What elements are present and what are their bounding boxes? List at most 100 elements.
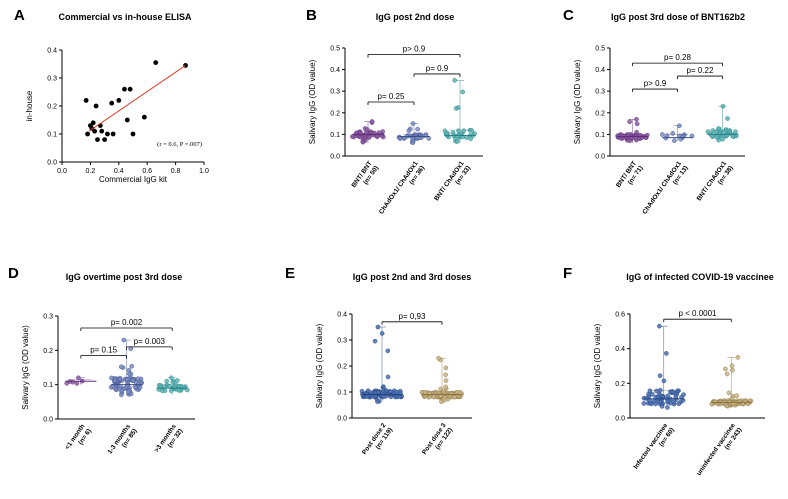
category-label: >3 months(n= 32): [153, 423, 184, 459]
data-point: [372, 338, 378, 344]
data-point: [458, 390, 463, 395]
comparison-bracket: p> 0.9: [632, 79, 678, 93]
y-tick-label: 0.4: [330, 67, 340, 74]
data-point: [664, 351, 669, 356]
p-value-label: p= 0,93: [399, 312, 426, 321]
data-point: [710, 128, 716, 133]
data-point: [646, 391, 651, 397]
data-point: [130, 131, 136, 137]
data-point: [125, 377, 130, 382]
data-point: [385, 348, 391, 354]
panel-a: A Commercial vs in-house ELISA 0.0 0.1 0.2 0.…: [14, 7, 209, 184]
panel-f: F IgG of infected COVID-19 vaccinee 0.0 0.2…: [563, 265, 774, 477]
category-label: Infected vaccinee(n= 60): [633, 422, 677, 475]
y-tick-label: 0.6: [615, 312, 625, 319]
panel-c: C IgG post 3rd dose of BNT162b2 0.0 0.1 0.2 0…: [563, 7, 745, 216]
data-point: [117, 386, 122, 392]
data-point: [731, 401, 736, 406]
data-point: [439, 399, 444, 404]
data-point: [729, 363, 735, 369]
category-label: ChAdOx1/ ChAdOx1(n= 36): [378, 160, 427, 220]
data-point: [634, 129, 639, 135]
regression-line: [88, 64, 186, 132]
data-point: [176, 388, 182, 393]
y-tick-label: 0.2: [47, 104, 57, 111]
data-point: [641, 401, 647, 406]
data-point: [388, 394, 394, 400]
data-point: [464, 135, 469, 140]
data-point: [672, 138, 677, 143]
data-point: [443, 372, 448, 378]
data-point: [153, 60, 159, 65]
y-tick-label: 0.4: [615, 346, 625, 353]
data-point: [653, 401, 658, 407]
y-tick-label: 0.0: [47, 160, 57, 167]
data-point: [443, 378, 449, 383]
data-point: [676, 401, 682, 407]
y-axis-label: Salivary IgG (OD value): [593, 323, 602, 408]
data-point: [460, 89, 466, 95]
data-point: [99, 128, 105, 134]
data-point: [164, 378, 170, 384]
y-axis-label: Salivary IgG (OD value): [21, 325, 30, 410]
group-2: 1-3 months(n= 85): [107, 337, 145, 456]
data-point: [109, 100, 115, 106]
data-point: [175, 378, 180, 383]
data-point: [627, 119, 632, 125]
y-axis-label: Salivary IgG (OD value): [315, 323, 324, 408]
data-point: [436, 355, 441, 361]
group-1: Infected vaccinee(n= 60): [633, 323, 686, 475]
data-point: [714, 134, 720, 140]
data-point: [93, 103, 99, 109]
data-point: [657, 373, 663, 378]
data-point: [137, 385, 143, 390]
category-label: BNT/ BNT(n= 71): [615, 160, 645, 193]
data-point: [102, 137, 107, 143]
data-point: [665, 405, 670, 410]
y-axis-label: in-house: [25, 90, 34, 121]
group-1: Post dose 2(n= 119): [359, 324, 404, 461]
chart-title: IgG overtime post 3rd dose: [66, 272, 183, 282]
comparison-bracket: p= 0.28: [632, 53, 723, 67]
data-point: [705, 129, 711, 134]
panel-label: B: [306, 7, 317, 24]
x-tick-label: 0.8: [171, 168, 181, 175]
data-point: [379, 331, 385, 336]
data-point: [468, 136, 473, 141]
panel-label: F: [563, 265, 572, 282]
data-point: [671, 399, 677, 405]
data-point: [675, 388, 680, 394]
data-point: [410, 121, 416, 126]
data-point: [441, 389, 446, 395]
group-1: <1 month(n= 6): [64, 375, 97, 455]
data-point: [733, 129, 738, 135]
data-point: [119, 392, 124, 398]
y-tick-label: 0.5: [330, 46, 340, 53]
data-point: [127, 86, 133, 92]
y-tick-label: 0.1: [595, 132, 605, 139]
data-point: [381, 384, 386, 390]
y-tick-label: 0.0: [595, 154, 605, 161]
y-tick-label: 0.0: [337, 416, 347, 423]
p-value-label: p < 0.0001: [678, 309, 717, 318]
data-point: [406, 128, 412, 133]
data-point: [660, 132, 665, 137]
data-point: [720, 104, 726, 109]
data-point: [444, 131, 449, 136]
category-label: Post dose 2(n= 119): [361, 422, 394, 461]
category-label: <1 month(n= 6): [64, 423, 93, 455]
data-point: [670, 131, 676, 136]
comparison-bracket: p= 0.002: [80, 318, 173, 332]
chart-title: IgG post 2nd and 3rd doses: [353, 272, 472, 282]
p-value-label: p= 0.22: [687, 66, 714, 75]
panel-b: B IgG post 2nd dose 0.0 0.1 0.2 0.3 0.4 0.5 Sali…: [306, 7, 483, 220]
data-point: [670, 389, 675, 394]
data-point: [105, 131, 110, 137]
data-point: [130, 378, 136, 383]
panel-label: C: [563, 7, 574, 24]
data-point: [677, 123, 682, 129]
data-point: [122, 86, 127, 92]
comparison-bracket: p> 0.9: [367, 44, 461, 58]
data-point: [83, 98, 89, 103]
